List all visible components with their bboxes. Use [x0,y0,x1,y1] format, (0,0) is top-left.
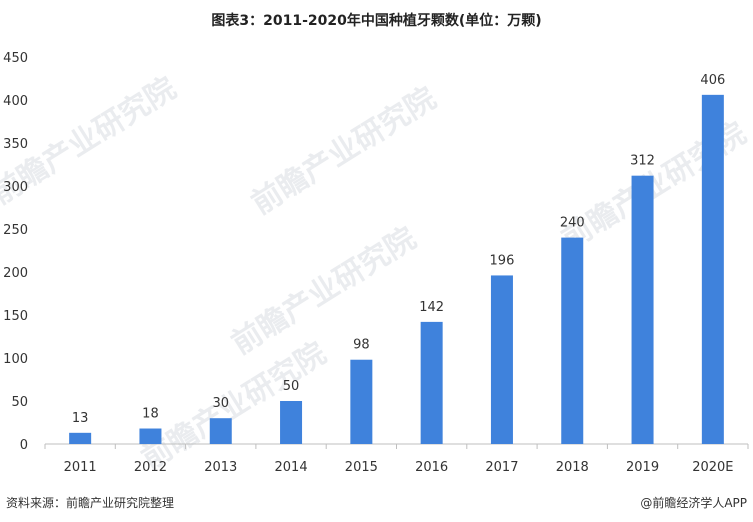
y-axis: 0 50 100 150 200 250 300 350 400 450 [3,51,28,453]
watermark-text: 前瞻产业研究院 [246,81,443,222]
y-tick-label: 100 [3,352,28,367]
bar [139,428,162,444]
data-label: 406 [700,73,725,88]
y-tick-label: 200 [3,266,28,281]
y-tick-label: 50 [11,395,28,410]
x-tick-label: 2012 [134,460,167,475]
bar [350,359,373,444]
bar [490,275,513,444]
data-label: 30 [212,396,229,411]
y-tick-label: 350 [3,137,28,152]
data-label: 240 [560,216,585,231]
data-label: 18 [142,407,159,422]
x-tick-label: 2019 [626,460,659,475]
data-label: 50 [283,379,300,394]
bar [69,432,92,444]
x-tick-label: 2020E [692,460,733,475]
bar [280,401,303,444]
bar [561,237,584,444]
y-tick-label: 400 [3,94,28,109]
x-tick-label: 2016 [415,460,448,475]
x-tick-label: 2015 [345,460,378,475]
x-tick-label: 2017 [485,460,518,475]
chart-title: 图表3：2011-2020年中国种植牙颗数(单位：万颗) [211,13,542,29]
data-label: 98 [353,338,370,353]
y-tick-label: 150 [3,309,28,324]
bar-series [69,94,724,444]
watermark-text: 前瞻产业研究院 [226,221,423,362]
source-note: 资料来源：前瞻产业研究院整理 [6,496,175,510]
data-label: 312 [630,154,655,169]
data-label: 13 [72,411,89,426]
data-label: 196 [490,253,515,268]
y-tick-label: 450 [3,51,28,66]
bar [701,94,724,444]
data-labels: 13 18 30 50 98 142 196 240 312 406 [72,73,725,426]
x-tick-label: 2011 [64,460,97,475]
x-tick-label: 2013 [204,460,237,475]
y-tick-label: 0 [20,438,28,453]
x-tick-label: 2014 [275,460,308,475]
y-tick-label: 300 [3,180,28,195]
x-axis: 2011 2012 2013 2014 2015 2016 2017 2018 2019 2020… [44,443,749,475]
credit-note: @前瞻经济学人APP [640,496,747,510]
data-label: 142 [419,300,444,315]
y-tick-label: 250 [3,223,28,238]
bar [209,418,232,444]
x-tick-label: 2018 [556,460,589,475]
watermark-text: 前瞻产业研究院 [136,336,333,477]
bar [420,321,443,444]
bar [631,175,654,444]
